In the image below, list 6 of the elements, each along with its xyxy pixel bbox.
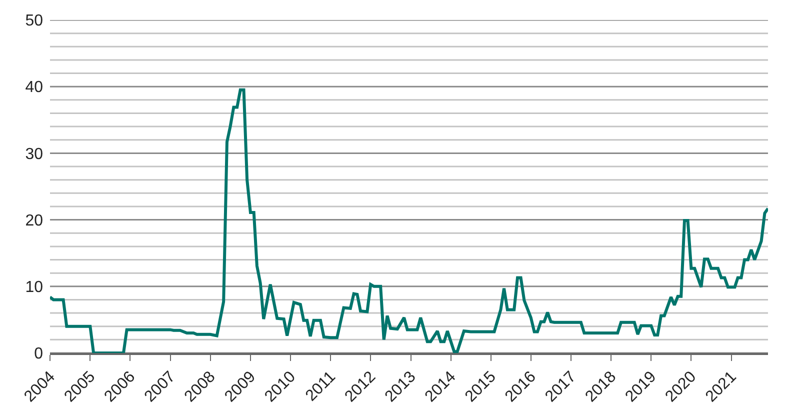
- y-tick-label: 20: [25, 212, 44, 230]
- y-tick-label: 10: [25, 279, 44, 296]
- y-tick-label: 50: [25, 12, 44, 30]
- y-tick-label: 40: [25, 79, 44, 96]
- y-tick-label: 30: [25, 146, 44, 163]
- y-tick-label: 0: [34, 346, 44, 363]
